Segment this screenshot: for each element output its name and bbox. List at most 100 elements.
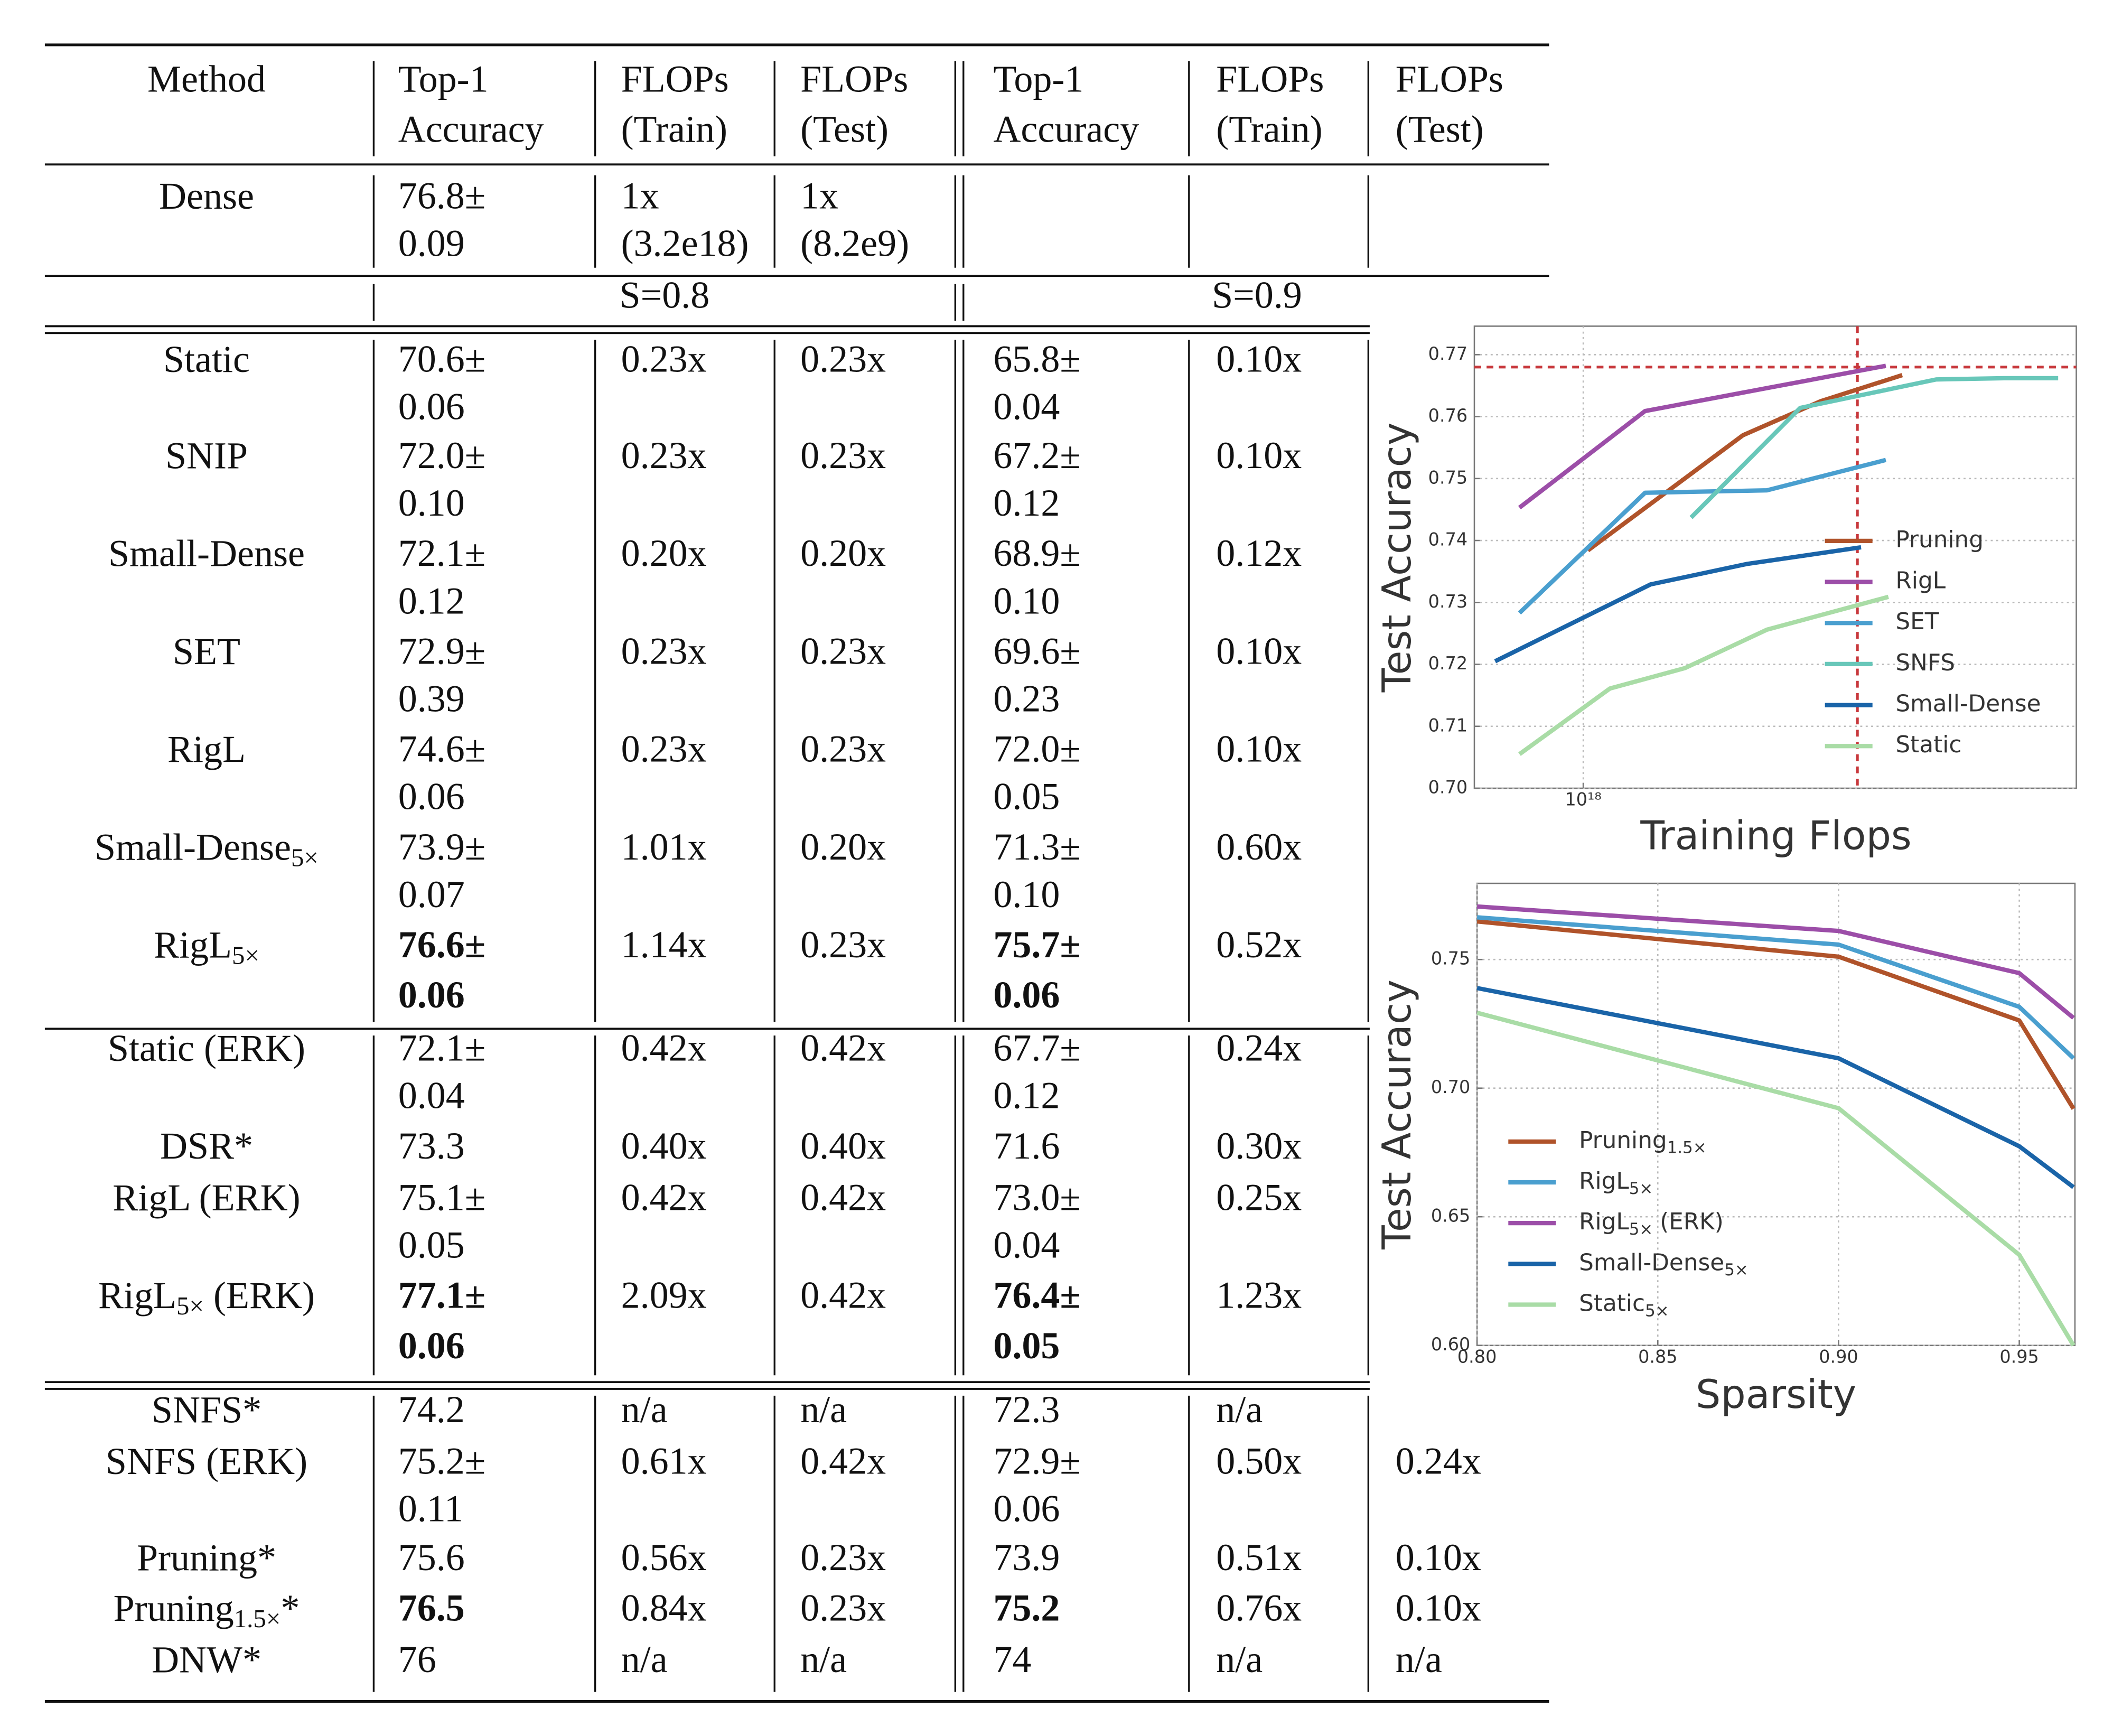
legend-subscript: 5× (1629, 1220, 1653, 1239)
legend-name: SET (1895, 608, 1939, 635)
method-name: SNIP (165, 434, 248, 477)
cell-text: 76.8± (398, 175, 486, 217)
method-text: SNIP (165, 434, 248, 477)
cell-text: 0.52x (1216, 923, 1302, 966)
method-text: RigL (167, 728, 246, 770)
cell-text: 0.10x (1216, 728, 1302, 770)
cell-text: 1x (621, 175, 659, 217)
method-name: Dense (159, 175, 254, 217)
method-text: Static (ERK) (108, 1027, 305, 1069)
legend-subscript: 5× (1629, 1179, 1653, 1198)
method-text: RigL (98, 1274, 176, 1317)
cell-text: 0.25x (1216, 1177, 1302, 1219)
method-name: DSR* (160, 1125, 253, 1167)
y-tick-label: 0.70 (1428, 777, 1467, 798)
legend-label: RigL5× (ERK) (1579, 1208, 1724, 1238)
cell-text: 0.23x (800, 338, 886, 380)
cell-text: 0.23x (800, 923, 886, 966)
cell-text: 0.51x (1216, 1536, 1302, 1579)
cell-text: 0.06 (993, 1488, 1060, 1530)
cell-text: 71.6 (993, 1125, 1060, 1167)
method-text: * (281, 1586, 300, 1629)
y-tick-label: 0.72 (1428, 653, 1467, 674)
cell-text: 0.12 (993, 482, 1060, 524)
cell-text: 68.9± (993, 532, 1081, 574)
legend-label: Static5× (1579, 1290, 1669, 1320)
cell-text: 72.1± (398, 1027, 486, 1069)
legend-suffix: (ERK) (1660, 1208, 1724, 1235)
header-text: Accuracy (398, 108, 544, 151)
series-line (1518, 594, 1889, 756)
header-text: FLOPs (800, 58, 908, 100)
method-text: Small-Dense (108, 532, 305, 574)
header-text: Top-1 (398, 58, 489, 100)
method-text: (ERK) (213, 1274, 315, 1317)
cell-text: 76 (398, 1638, 436, 1681)
cell-text: 0.10x (1216, 338, 1302, 380)
cell-text: 76.5 (398, 1586, 465, 1629)
cell-text: 0.23x (621, 630, 707, 672)
method-name: Static (ERK) (108, 1027, 305, 1069)
cell-text: 0.04 (398, 1075, 465, 1117)
cell-text: 1.23x (1216, 1274, 1302, 1317)
cell-text: 69.6± (993, 630, 1081, 672)
cell-text: 0.10 (993, 580, 1060, 622)
cell-text: 75.7± (993, 923, 1081, 966)
cell-text: 0.40x (800, 1125, 886, 1167)
y-tick-label: 0.75 (1431, 948, 1470, 969)
cell-text: 76.6± (398, 923, 486, 966)
cell-text: 0.20x (621, 532, 707, 574)
cell-text: 75.1± (398, 1177, 486, 1219)
cell-text: n/a (1396, 1638, 1442, 1681)
cell-text: 0.23x (621, 338, 707, 380)
cell-text: 0.23x (621, 434, 707, 477)
cell-text: 72.0± (398, 434, 486, 477)
legend-name: Pruning (1895, 526, 1984, 553)
method-name: Pruning1.5×* (114, 1586, 300, 1633)
subscript: 5× (291, 843, 319, 872)
cell-text: 0.23x (800, 1586, 886, 1629)
cell-text: 0.42x (621, 1027, 707, 1069)
cell-text: 1.01x (621, 826, 707, 868)
subscript: 5× (176, 1291, 204, 1320)
cell-text: 0.84x (621, 1586, 707, 1629)
method-text: DSR* (160, 1125, 253, 1167)
cell-text: 0.10x (1216, 630, 1302, 672)
cell-text: 0.42x (800, 1027, 886, 1069)
method-text: RigL (154, 923, 232, 966)
y-tick-label: 0.75 (1428, 467, 1467, 488)
cell-text: 0.50x (1216, 1440, 1302, 1482)
cell-text: 0.42x (800, 1440, 886, 1482)
cell-text: 0.06 (398, 385, 465, 427)
cell-text: 0.60x (1216, 826, 1302, 868)
cell-text: 71.3± (993, 826, 1081, 868)
header-text: (Test) (1396, 108, 1484, 151)
cell-text: 0.10 (993, 873, 1060, 916)
legend-name: Small-Dense (1579, 1249, 1724, 1276)
legend-name: SNFS (1895, 649, 1955, 676)
cell-text: 0.30x (1216, 1125, 1302, 1167)
x-tick-label: 10¹⁸ (1565, 789, 1601, 810)
cell-text: 0.11 (398, 1488, 463, 1530)
cell-text: (3.2e18) (621, 222, 749, 265)
legend-subscript: 1.5× (1667, 1138, 1707, 1157)
method-name: Small-Dense5× (95, 826, 319, 872)
cell-text: 0.10x (1216, 434, 1302, 477)
legend-label: Pruning (1895, 526, 1984, 553)
method-name: SNFS (ERK) (106, 1440, 307, 1482)
plot-area (1476, 882, 2076, 1346)
cell-text: 0.07 (398, 873, 465, 916)
cell-text: 0.04 (993, 385, 1060, 427)
cell-text: 0.23x (800, 1536, 886, 1579)
header-text: (Train) (621, 108, 727, 151)
series-line (1518, 458, 1886, 615)
method-name: Small-Dense (108, 532, 305, 574)
cell-text: 75.6 (398, 1536, 465, 1579)
cell-text: 0.06 (398, 776, 465, 818)
cell-text: 67.7± (993, 1027, 1081, 1069)
cell-text: 0.04 (993, 1224, 1060, 1266)
legend-name: Small-Dense (1895, 690, 2041, 717)
method-name: RigL5× (154, 923, 259, 970)
